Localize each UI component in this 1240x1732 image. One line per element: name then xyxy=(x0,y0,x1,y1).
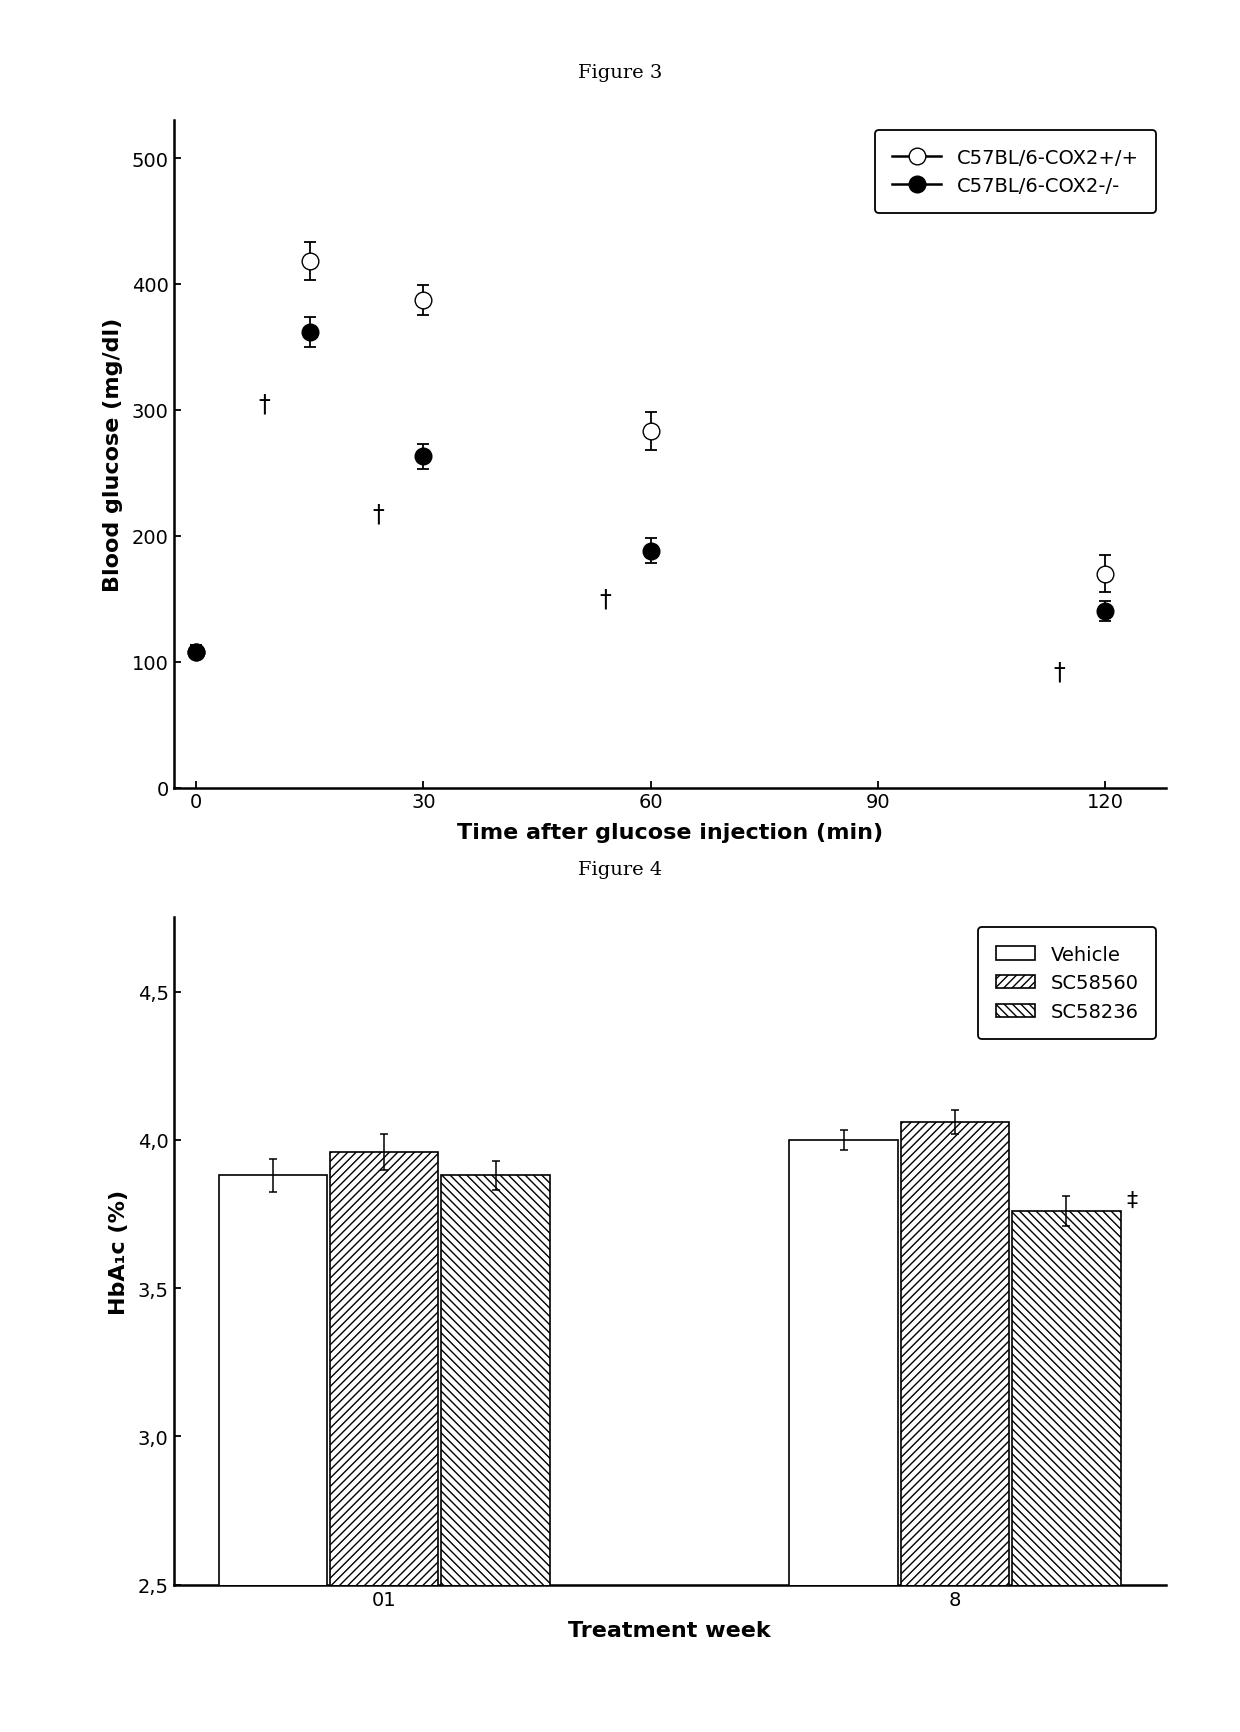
Text: ‡: ‡ xyxy=(1126,1190,1137,1211)
Text: †: † xyxy=(372,502,384,527)
Bar xyxy=(790,1140,898,1732)
Text: †: † xyxy=(259,393,270,416)
Bar xyxy=(900,1122,1009,1732)
Legend: C57BL/6-COX2+/+, C57BL/6-COX2-/-: C57BL/6-COX2+/+, C57BL/6-COX2-/- xyxy=(874,132,1156,213)
Bar xyxy=(218,1176,327,1732)
Bar xyxy=(441,1176,549,1732)
X-axis label: Time after glucose injection (min): Time after glucose injection (min) xyxy=(456,823,883,843)
Y-axis label: Blood glucose (mg/dl): Blood glucose (mg/dl) xyxy=(103,317,124,592)
Text: †: † xyxy=(1054,660,1065,684)
Bar xyxy=(1012,1211,1121,1732)
Y-axis label: HbA₁c (%): HbA₁c (%) xyxy=(109,1188,129,1315)
Text: Figure 4: Figure 4 xyxy=(578,861,662,878)
Text: †: † xyxy=(599,587,611,611)
Bar xyxy=(330,1152,439,1732)
Text: Figure 3: Figure 3 xyxy=(578,64,662,81)
Legend: Vehicle, SC58560, SC58236: Vehicle, SC58560, SC58236 xyxy=(978,928,1156,1039)
X-axis label: Treatment week: Treatment week xyxy=(568,1619,771,1640)
